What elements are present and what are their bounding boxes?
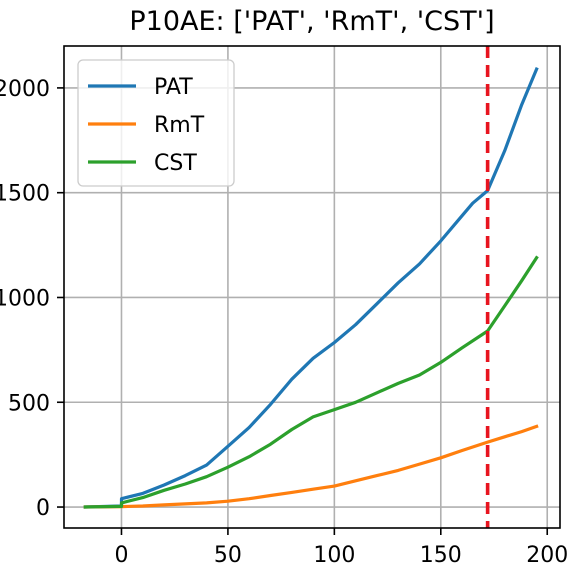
plot-area-frame (63, 45, 561, 529)
legend-label-cst: CST (154, 151, 197, 176)
y-tick-label: 0 (36, 496, 50, 521)
series-line-cst (83, 255, 539, 509)
legend-box (77, 59, 235, 187)
legend: PAT RmT CST (77, 59, 235, 187)
y-tick-label: 500 (8, 391, 50, 416)
series-line-rmt (83, 424, 539, 509)
legend-label-pat: PAT (154, 75, 193, 100)
y-tick-label: 1500 (0, 182, 50, 207)
x-tick-label: 150 (420, 543, 462, 568)
x-tick-label: 50 (214, 543, 242, 568)
series-lines (83, 67, 539, 509)
x-tick-label: 200 (526, 543, 568, 568)
series-line-pat (83, 67, 539, 509)
x-tick-label: 0 (114, 543, 128, 568)
y-tick-label: 1000 (0, 286, 50, 311)
y-tick-label: 2000 (0, 77, 50, 102)
x-tick-label: 100 (313, 543, 355, 568)
legend-label-rmt: RmT (154, 113, 205, 138)
chart-title: P10AE: ['PAT', 'RmT', 'CST'] (129, 6, 494, 37)
